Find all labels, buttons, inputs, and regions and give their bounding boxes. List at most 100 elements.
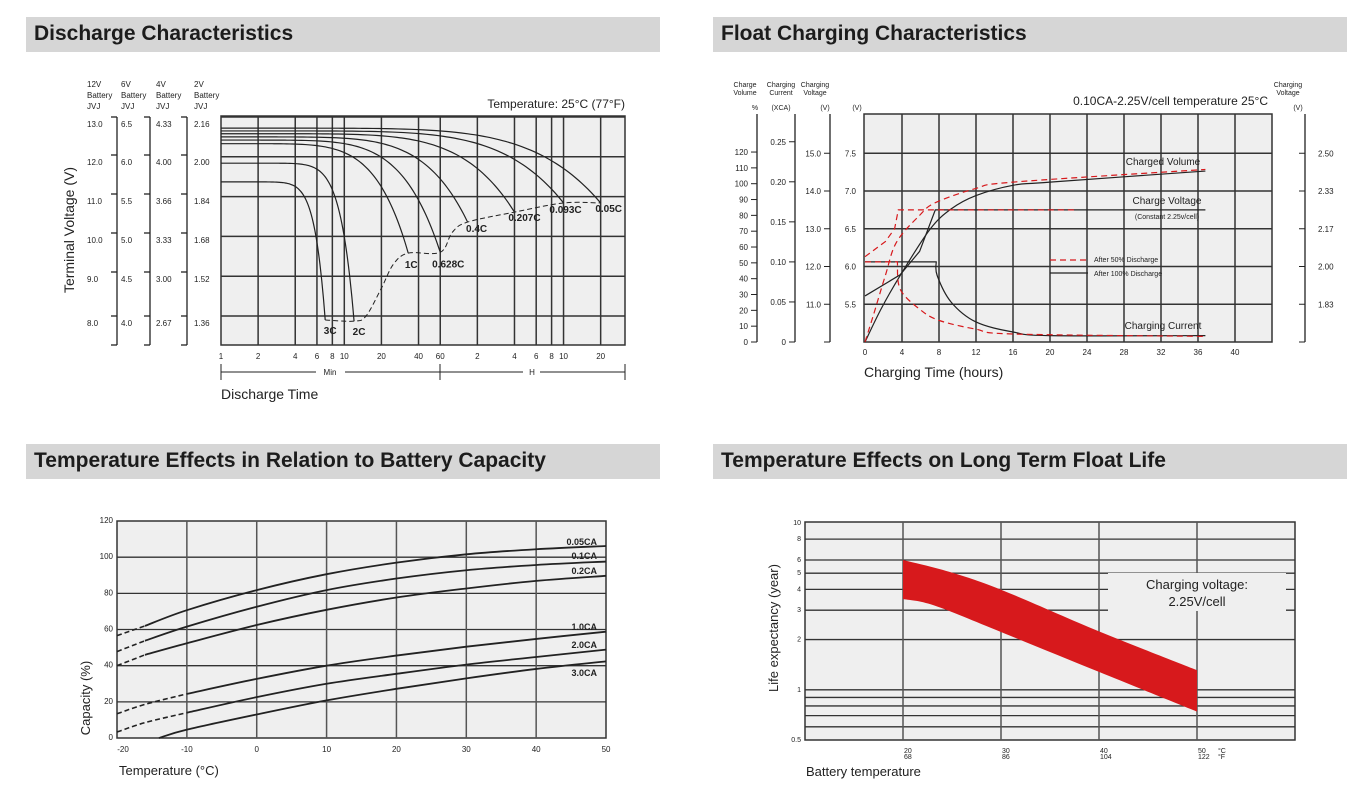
- x-tick-label: 36: [1194, 348, 1203, 357]
- scale-header: JVJ: [194, 102, 207, 111]
- scale-tick-label: 4.0: [121, 319, 133, 328]
- series-label: 0.2CA: [571, 566, 597, 576]
- x-tick-label: 40: [414, 352, 423, 361]
- life-expectancy-band: [903, 559, 1197, 712]
- discharge-curve-0.093C: [221, 130, 565, 204]
- discharge-curve-2C: [220, 162, 355, 322]
- scale-tick-label: 8.0: [87, 319, 99, 328]
- discharge-curve-1C: [221, 143, 409, 254]
- y-tick-label: 2: [797, 637, 801, 644]
- capacity-curve-3.0CA: [158, 660, 607, 739]
- scale-tick-label: 11.0: [87, 197, 103, 206]
- series-label: 2.0CA: [571, 640, 597, 650]
- x-tick-label: 2: [256, 352, 261, 361]
- annotation-background: [1108, 573, 1286, 611]
- x-tick-label: 40: [1231, 348, 1240, 357]
- y-tick-label: 5: [797, 570, 801, 577]
- scale-header: 6V: [121, 80, 131, 89]
- axis-tick-label: 0.10: [770, 258, 786, 267]
- scale-tick-label: 3.00: [156, 275, 172, 284]
- axis-tick-label: 1.83: [1318, 300, 1334, 309]
- x-tick-label: 20: [596, 352, 605, 361]
- axis-tick-label: 11.0: [806, 300, 822, 309]
- capacity-curve-0.2CA: [144, 574, 607, 656]
- axis-tick-label: 0.05: [770, 298, 786, 307]
- axis-tick-label: 0: [744, 338, 749, 347]
- axis-tick-label: 0.25: [770, 138, 786, 147]
- axis-header: Charging: [1274, 82, 1303, 89]
- y-tick-label: 80: [104, 588, 113, 597]
- axis-tick-label: 80: [739, 211, 748, 220]
- x-tick-label-fahrenheit: 122: [1198, 754, 1210, 761]
- x-tick-label-celsius: 20: [904, 748, 912, 755]
- scale-tick-label: 6.0: [121, 158, 133, 167]
- scale-header: 2V: [194, 80, 204, 89]
- axis-tick-label: 50: [739, 259, 748, 268]
- curve-label-note: (Constant 2.25v/cell): [1135, 214, 1199, 221]
- charging-voltage-annotation: Charging voltage:: [1146, 577, 1248, 592]
- series-label: 3.0CA: [571, 668, 597, 678]
- axis-tick-label: 6.0: [845, 263, 857, 272]
- axis-header: Charge: [734, 82, 757, 89]
- after-100-current-curve: [865, 261, 1206, 337]
- axis-tick-label: 2.50: [1318, 149, 1334, 158]
- x-tick-label: 4: [900, 348, 905, 357]
- x-range-label-min: Min: [324, 368, 337, 377]
- y-tick-label: 20: [104, 697, 113, 706]
- scale-tick-label: 12.0: [87, 158, 103, 167]
- scale-tick-label: 5.5: [121, 197, 133, 206]
- after-50-voltage-curve: [864, 209, 1078, 258]
- curve-label-charged-volume: Charged Volume: [1126, 157, 1201, 168]
- series-label: 1.0CA: [571, 622, 597, 632]
- scale-tick-label: 2.00: [194, 158, 210, 167]
- x-tick-label: 8: [937, 348, 942, 357]
- x-tick-label: 40: [532, 745, 541, 754]
- after-100-volume-curve: [864, 170, 1206, 343]
- series-label: 3C: [324, 326, 337, 337]
- axis-header: Volume: [733, 90, 756, 97]
- x-tick-label: 20: [377, 352, 386, 361]
- x-tick-label: 4: [293, 352, 298, 361]
- series-label: 2C: [353, 327, 366, 338]
- axis-header: Charging: [801, 82, 830, 89]
- scale-tick-label: 3.33: [156, 236, 172, 245]
- x-tick-label: 50: [602, 745, 611, 754]
- y-tick-label: 4: [797, 586, 801, 593]
- axis-tick-label: 100: [735, 180, 749, 189]
- scale-tick-label: 3.66: [156, 197, 172, 206]
- scale-tick-label: 6.5: [121, 120, 133, 129]
- axis-tick-label: 60: [739, 243, 748, 252]
- x-tick-label-fahrenheit: 68: [904, 754, 912, 761]
- section-header-float-charging: Float Charging Characteristics: [713, 17, 1347, 52]
- cutoff-voltage-line: [325, 201, 601, 322]
- condition-annotation: 0.10CA-2.25V/cell temperature 25°C: [1073, 94, 1268, 108]
- series-label: 0.207C: [508, 213, 540, 224]
- axis-header: Voltage: [803, 90, 826, 97]
- scale-header: Battery: [121, 91, 146, 100]
- x-tick-label: -10: [181, 745, 193, 754]
- after-100-voltage-curve: [864, 209, 1206, 297]
- axis-tick-label: 2.17: [1318, 225, 1334, 234]
- axis-tick-label: 70: [739, 227, 748, 236]
- x-unit-celsius: °C: [1218, 747, 1226, 755]
- x-tick-label: 0: [254, 745, 259, 754]
- axis-tick-label: 5.5: [845, 300, 857, 309]
- x-tick-label: 4: [512, 352, 517, 361]
- axis-tick-label: 110: [735, 164, 748, 173]
- x-tick-label: 16: [1009, 348, 1018, 357]
- axis-tick-label: 20: [739, 306, 748, 315]
- discharge-curve-0.05C: [221, 127, 602, 204]
- x-tick-label-celsius: 50: [1198, 748, 1206, 755]
- discharge-curve-3C: [220, 181, 326, 321]
- scale-header: 4V: [156, 80, 166, 89]
- curve-label-charging-current: Charging Current: [1125, 321, 1202, 332]
- scale-header: Battery: [87, 91, 112, 100]
- y-tick-label: 1: [797, 687, 801, 694]
- legend-label: After 50% Discharge: [1094, 257, 1158, 264]
- axis-tick-label: 6.5: [845, 225, 857, 234]
- axis-tick-label: 30: [739, 291, 748, 300]
- axis-tick-label: 0.15: [770, 218, 786, 227]
